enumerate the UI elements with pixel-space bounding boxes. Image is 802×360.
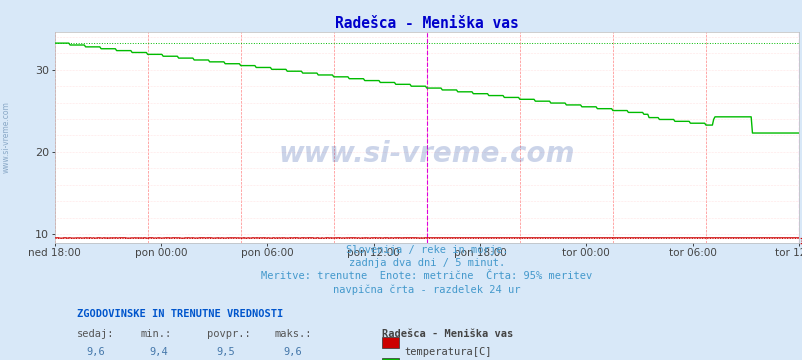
Title: Radešca - Meniška vas: Radešca - Meniška vas	[334, 16, 518, 31]
Text: Slovenija / reke in morje.
zadnja dva dni / 5 minut.
Meritve: trenutne  Enote: m: Slovenija / reke in morje. zadnja dva dn…	[261, 245, 592, 295]
Text: 9,6: 9,6	[86, 347, 105, 357]
Text: povpr.:: povpr.:	[207, 329, 251, 339]
Text: ZGODOVINSKE IN TRENUTNE VREDNOSTI: ZGODOVINSKE IN TRENUTNE VREDNOSTI	[77, 309, 283, 319]
Text: 9,5: 9,5	[217, 347, 235, 357]
Bar	[382, 357, 398, 360]
Text: maks.:: maks.:	[273, 329, 311, 339]
Bar	[382, 337, 398, 348]
Text: 9,4: 9,4	[149, 347, 168, 357]
Text: Radešca - Meniška vas: Radešca - Meniška vas	[382, 329, 512, 339]
Text: temperatura[C]: temperatura[C]	[404, 347, 492, 357]
Text: 9,6: 9,6	[283, 347, 302, 357]
Text: www.si-vreme.com: www.si-vreme.com	[2, 101, 11, 173]
Text: sedaj:: sedaj:	[77, 329, 115, 339]
Text: min.:: min.:	[140, 329, 172, 339]
Text: www.si-vreme.com: www.si-vreme.com	[278, 140, 574, 168]
